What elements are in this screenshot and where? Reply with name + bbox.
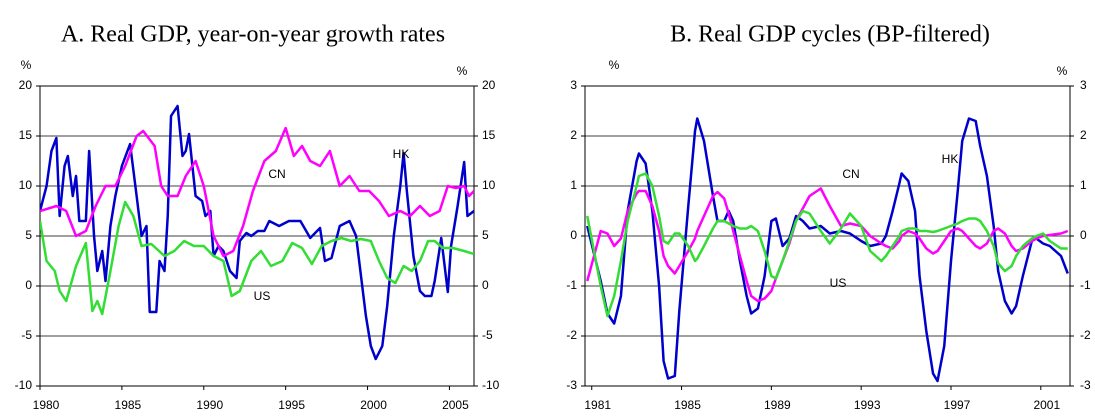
series-label: CN <box>268 167 285 181</box>
series-label: US <box>830 276 847 290</box>
data-line <box>586 172 1068 318</box>
y-tick-label: -1 <box>566 278 577 292</box>
y2-tick-label: 0 <box>1080 228 1087 242</box>
data-line <box>40 104 474 361</box>
series-label: US <box>254 289 271 303</box>
y2-tick-label: 15 <box>482 128 496 142</box>
chart-panel: A. Real GDP, year-on-year growth rates%%… <box>15 22 500 413</box>
y-tick-label: 20 <box>19 78 33 92</box>
y2-tick-label: 1 <box>1080 178 1087 192</box>
series-label: HK <box>942 152 959 166</box>
x-tick-label: 1997 <box>944 398 971 412</box>
series-label: HK <box>393 147 410 161</box>
x-tick-label: 1989 <box>764 398 791 412</box>
x-tick-label: 2001 <box>1033 398 1060 412</box>
y2-tick-label: -3 <box>1080 378 1091 392</box>
y2-tick-label: 0 <box>482 278 489 292</box>
y-tick-label: 0 <box>25 278 32 292</box>
y-tick-label: 2 <box>570 128 577 142</box>
y2-tick-label: -5 <box>482 328 493 342</box>
plot-frame <box>584 85 1071 387</box>
y-tick-label: 5 <box>25 228 32 242</box>
y2-tick-label: -1 <box>1080 278 1091 292</box>
y2-tick-label: -2 <box>1080 328 1091 342</box>
data-line <box>586 187 1069 303</box>
plot-frame <box>39 85 475 387</box>
y-tick-label: -5 <box>21 328 32 342</box>
x-tick-label: 1993 <box>854 398 881 412</box>
x-tick-label: 1985 <box>115 398 142 412</box>
chart-title: B. Real GDP cycles (BP-filtered) <box>670 22 990 48</box>
data-line <box>586 117 1069 383</box>
x-tick-label: 1985 <box>674 398 701 412</box>
data-line <box>40 200 474 316</box>
chart-title: A. Real GDP, year-on-year growth rates <box>61 22 445 48</box>
y-tick-label: 0 <box>570 228 577 242</box>
y-tick-label: 15 <box>19 128 33 142</box>
x-tick-label: 1981 <box>584 398 611 412</box>
data-line <box>40 126 474 258</box>
y2-unit: % <box>457 64 468 78</box>
x-tick-label: 2005 <box>442 398 469 412</box>
y2-tick-label: 3 <box>1080 78 1087 92</box>
series-label: CN <box>842 167 859 181</box>
y-tick-label: 3 <box>570 78 577 92</box>
x-tick-label: 2000 <box>360 398 387 412</box>
chart-panel: B. Real GDP cycles (BP-filtered)% % -3 -2 -1… <box>566 22 1091 413</box>
y2-unit: % <box>1057 64 1068 78</box>
y2-tick-label: -10 <box>482 378 500 392</box>
y-unit: % <box>21 58 32 72</box>
y-tick-label: -2 <box>566 328 577 342</box>
y-unit: % <box>609 58 620 72</box>
y2-tick-label: 2 <box>1080 128 1087 142</box>
y-tick-label: 10 <box>19 178 33 192</box>
y2-tick-label: 5 <box>482 228 489 242</box>
y-tick-label: 1 <box>570 178 577 192</box>
y-tick-label: -3 <box>566 378 577 392</box>
x-tick-label: 1990 <box>196 398 223 412</box>
y-tick-label: -10 <box>15 378 33 392</box>
x-tick-label: 1995 <box>278 398 305 412</box>
y2-tick-label: 10 <box>482 178 496 192</box>
y2-tick-label: 20 <box>482 78 496 92</box>
x-tick-label: 1980 <box>33 398 60 412</box>
